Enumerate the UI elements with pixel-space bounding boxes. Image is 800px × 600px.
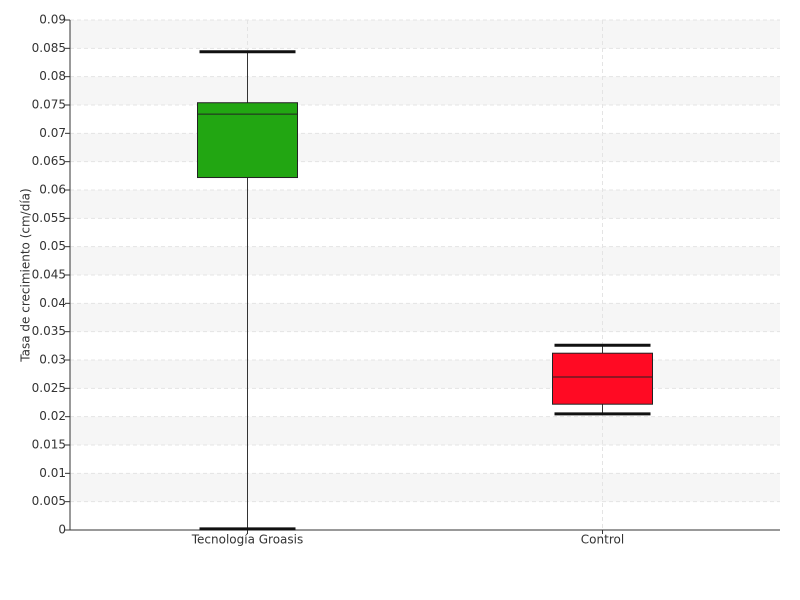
- box: [197, 102, 298, 179]
- y-tick-label: 0.025: [32, 381, 66, 395]
- grid-band: [70, 303, 780, 332]
- y-tick-label: 0.065: [32, 154, 66, 168]
- grid-band: [70, 76, 780, 105]
- y-tick-label: 0.015: [32, 438, 66, 452]
- y-tick-label: 0.035: [32, 324, 66, 338]
- x-tick-label: Control: [581, 533, 624, 547]
- y-tick-label: 0.09: [39, 13, 66, 27]
- y-tick-label: 0.03: [39, 353, 66, 367]
- grid-band: [70, 416, 780, 445]
- grid-band: [70, 190, 780, 219]
- y-tick-label: 0.07: [39, 126, 66, 140]
- y-tick-label: 0: [58, 523, 66, 537]
- y-tick-label: 0.085: [32, 41, 66, 55]
- y-tick-label: 0.05: [39, 239, 66, 253]
- y-tick-label: 0.04: [39, 296, 66, 310]
- grid-band: [70, 360, 780, 389]
- y-tick-label: 0.055: [32, 211, 66, 225]
- y-tick-label: 0.08: [39, 69, 66, 83]
- y-tick-label: 0.02: [39, 409, 66, 423]
- y-tick-label: 0.06: [39, 183, 66, 197]
- grid-band: [70, 20, 780, 49]
- y-tick-label: 0.045: [32, 268, 66, 282]
- grid-band: [70, 246, 780, 275]
- grid-band: [70, 133, 780, 162]
- x-tick-label: Tecnología Groasis: [191, 533, 304, 547]
- grid-band: [70, 473, 780, 502]
- y-tick-label: 0.005: [32, 494, 66, 508]
- y-tick-label: 0.075: [32, 98, 66, 112]
- y-axis-label: Tasa de crecimiento (cm/día): [19, 188, 33, 362]
- y-tick-label: 0.01: [39, 466, 66, 480]
- box: [552, 352, 653, 405]
